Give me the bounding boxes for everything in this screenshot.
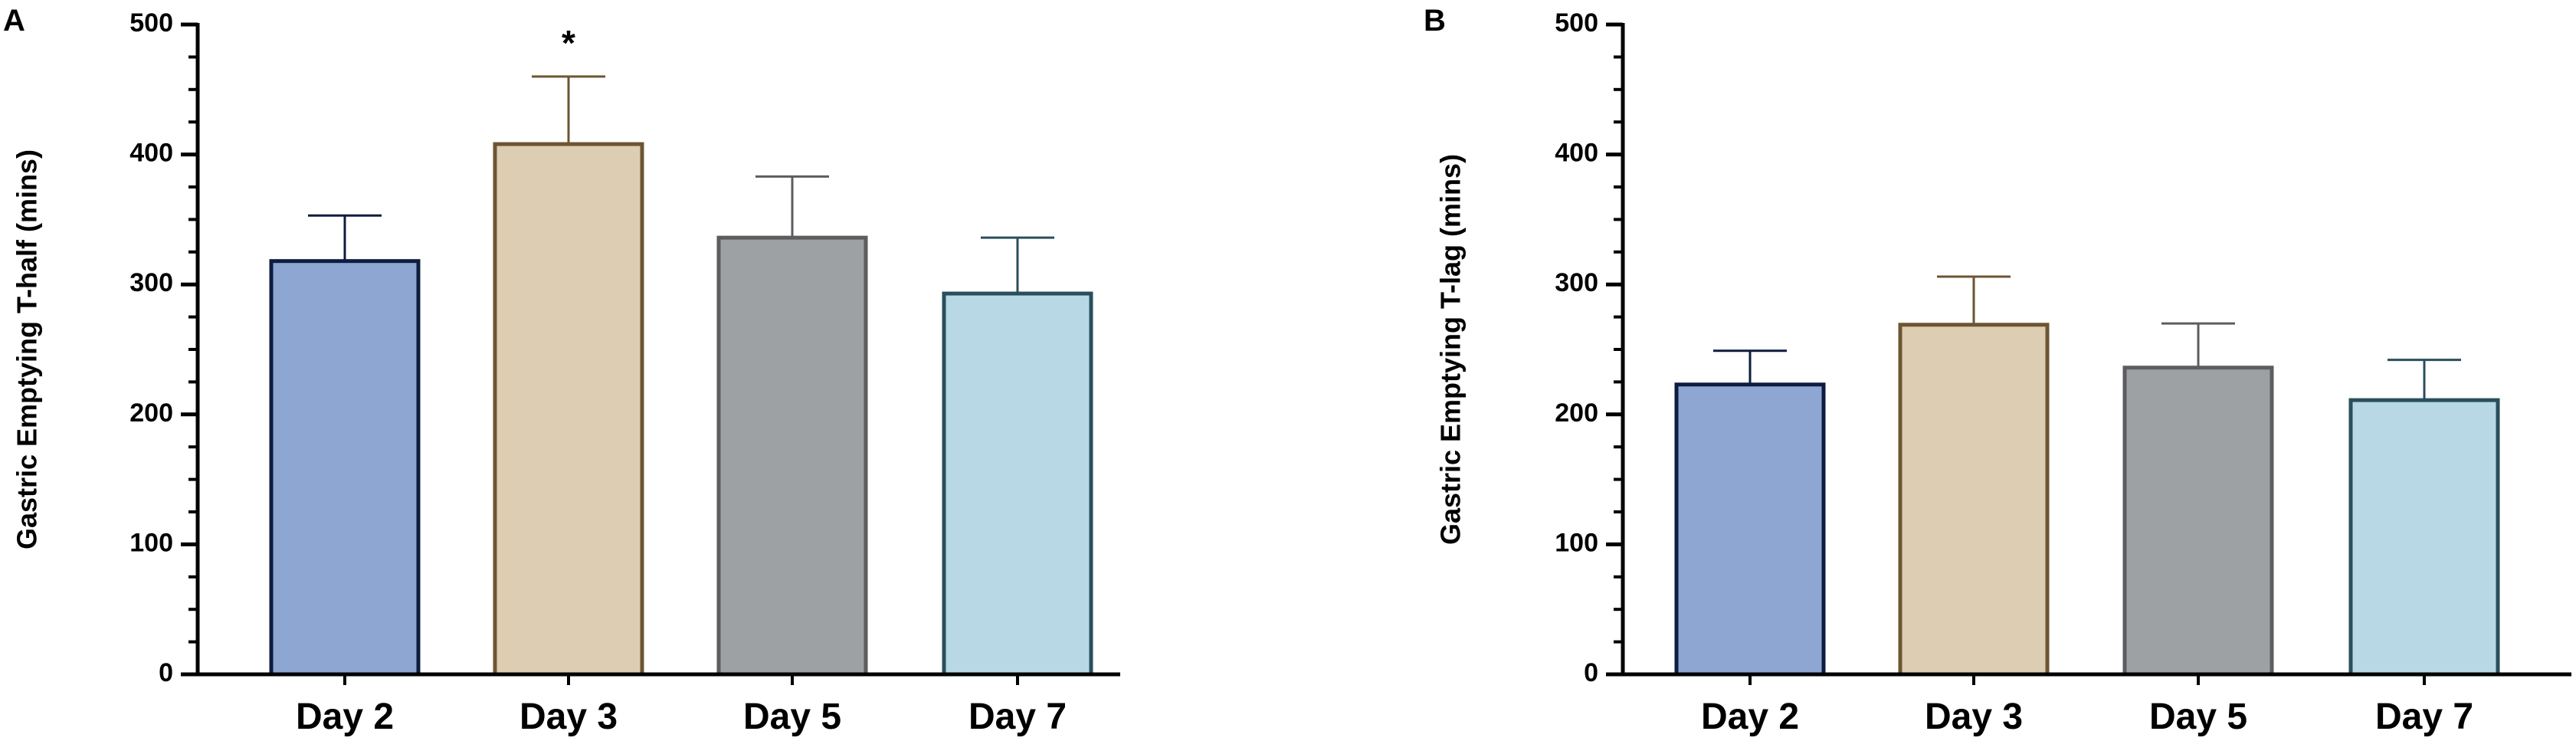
x-tick-label-day-5: Day 5 bbox=[743, 697, 841, 737]
bar-day-5 bbox=[2122, 366, 2274, 677]
y-tick-label: 400 bbox=[129, 139, 173, 168]
panel-letter: B bbox=[1424, 4, 1446, 38]
bar-day-2 bbox=[1674, 382, 1826, 677]
bar-day-5 bbox=[716, 235, 868, 677]
y-tick-label: 300 bbox=[1555, 268, 1598, 297]
chart-panel-b: B Gastric Emptying T-lag (mins) Day 2 Day 3… bbox=[1424, 4, 2571, 737]
y-axis-label: Gastric Emptying T-half (mins) bbox=[11, 149, 43, 549]
y-tick-label: 200 bbox=[129, 398, 173, 428]
y-tick-label: 100 bbox=[1555, 528, 1598, 557]
x-tick-label-day-2: Day 2 bbox=[296, 697, 394, 737]
chart-panel-a: A Gastric Emptying T-half (mins) Day 2 Day … bbox=[3, 4, 1120, 737]
panel-letter: A bbox=[3, 4, 25, 38]
x-tick-label-day-7: Day 7 bbox=[968, 697, 1067, 737]
y-tick-label: 500 bbox=[1555, 8, 1598, 38]
bar-day-7 bbox=[942, 291, 1093, 677]
y-tick-label: 300 bbox=[129, 268, 173, 297]
bar-day-3 bbox=[1898, 323, 2050, 677]
y-tick-label: 400 bbox=[1555, 139, 1598, 168]
significance-marker: * bbox=[562, 23, 575, 63]
x-tick-label-day-3: Day 3 bbox=[519, 697, 618, 737]
x-tick-label-day-5: Day 5 bbox=[2149, 697, 2247, 737]
y-tick-label: 0 bbox=[159, 658, 173, 687]
bar-day-7 bbox=[2348, 398, 2500, 677]
y-axis-label: Gastric Emptying T-lag (mins) bbox=[1435, 154, 1467, 545]
x-tick-label-day-2: Day 2 bbox=[1701, 697, 1799, 737]
y-tick-label: 0 bbox=[1584, 658, 1598, 687]
x-tick-label-day-7: Day 7 bbox=[2375, 697, 2473, 737]
y-tick-label: 200 bbox=[1555, 398, 1598, 428]
bar-day-2 bbox=[269, 259, 421, 677]
bar-day-3 bbox=[493, 142, 644, 677]
y-tick-label: 100 bbox=[129, 528, 173, 557]
y-tick-label: 500 bbox=[129, 8, 173, 38]
x-tick-label-day-3: Day 3 bbox=[1925, 697, 2023, 737]
